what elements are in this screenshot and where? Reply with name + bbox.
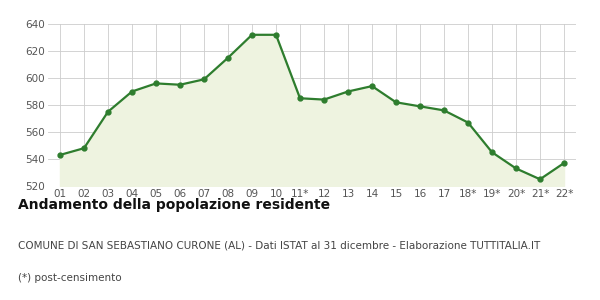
Text: Andamento della popolazione residente: Andamento della popolazione residente <box>18 198 330 212</box>
Text: (*) post-censimento: (*) post-censimento <box>18 273 122 283</box>
Text: COMUNE DI SAN SEBASTIANO CURONE (AL) - Dati ISTAT al 31 dicembre - Elaborazione : COMUNE DI SAN SEBASTIANO CURONE (AL) - D… <box>18 240 540 250</box>
